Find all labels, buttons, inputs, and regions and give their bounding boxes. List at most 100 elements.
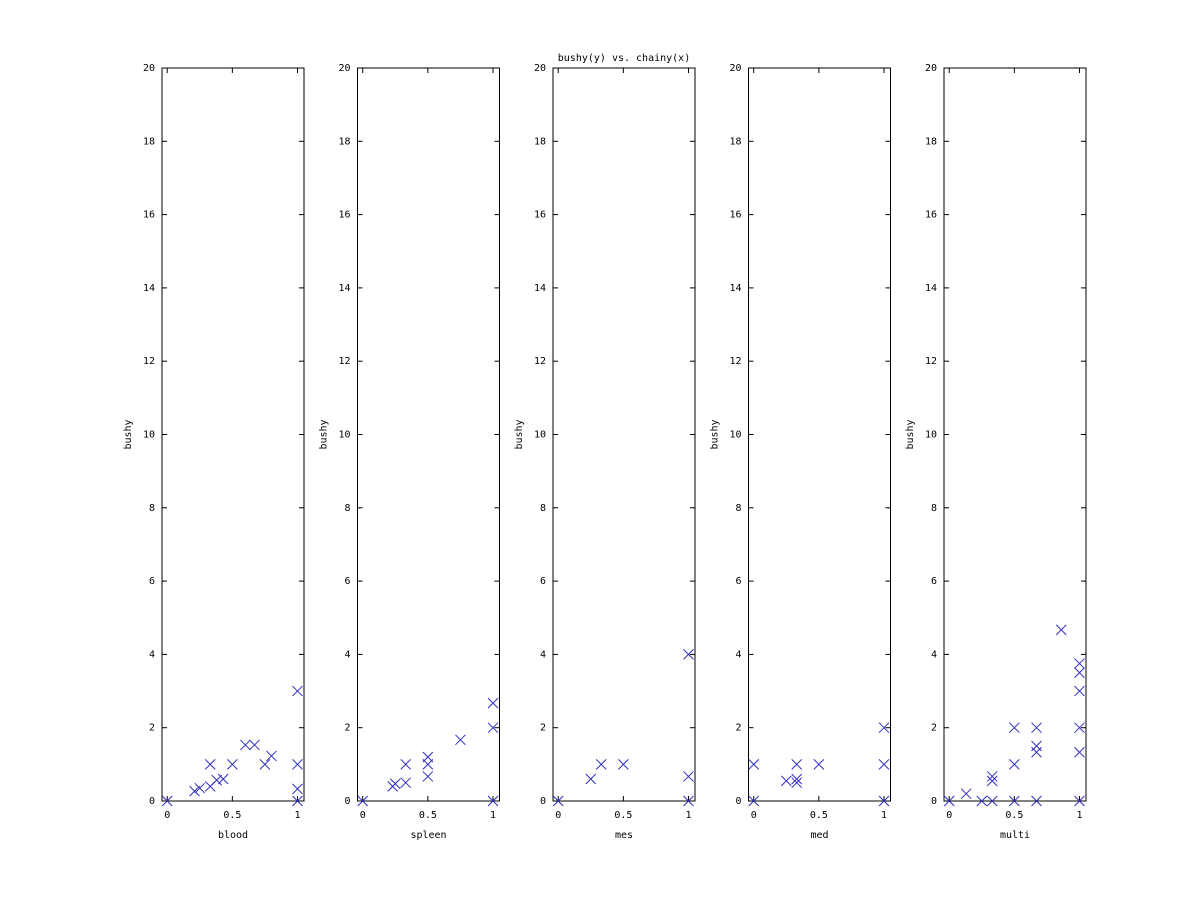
y-axis-label: bushy [710,419,721,449]
point [1074,746,1085,758]
y-tick-label: 4 [931,649,937,660]
y-tick-label: 10 [925,430,937,441]
point [976,795,988,807]
point [292,685,303,697]
x-tick-label: 0.5 [1005,810,1023,821]
y-tick-label: 18 [925,136,937,147]
point [161,795,173,807]
point [189,785,200,797]
point [292,758,303,770]
point [943,795,955,807]
y-tick-label: 4 [540,649,546,660]
point [791,773,803,785]
x-tick-label: 0 [555,810,561,821]
point [585,773,597,785]
point [595,758,607,770]
point [748,758,760,770]
y-tick-label: 20 [143,63,155,74]
point [1074,685,1085,697]
y-tick-label: 14 [534,283,546,294]
y-tick-label: 8 [931,503,937,514]
axes-frame [943,67,1087,802]
point [878,722,890,734]
point [960,788,972,800]
point [1055,624,1067,636]
point [487,795,499,807]
y-tick-label: 2 [735,723,741,734]
point [552,795,564,807]
point [292,783,303,795]
y-tick-label: 14 [143,283,155,294]
point [1008,795,1020,807]
x-axis-label: med [810,830,828,841]
y-tick-label: 6 [344,576,350,587]
y-tick-label: 12 [534,356,546,367]
point [487,697,499,709]
y-tick-label: 12 [925,356,937,367]
y-tick-label: 8 [149,503,155,514]
y-tick-label: 14 [338,283,350,294]
point [194,782,206,794]
y-axis-label: bushy [319,419,330,449]
y-axis-label: bushy [123,419,134,449]
y-tick-label: 2 [149,723,155,734]
x-axis-label: multi [1000,830,1030,841]
point [986,795,998,807]
y-tick-label: 8 [344,503,350,514]
y-tick-label: 0 [540,796,546,807]
y-tick-label: 10 [534,430,546,441]
y-tick-label: 14 [925,283,937,294]
y-axis-label: bushy [905,419,916,449]
axes-frame [161,67,305,802]
point [683,771,694,782]
point [1008,758,1020,770]
x-tick-label: 1 [294,810,300,821]
y-tick-label: 10 [338,430,350,441]
point [986,771,998,782]
y-tick-label: 12 [143,356,155,367]
point [259,758,271,770]
point [266,750,277,762]
point [240,739,251,751]
x-tick-label: 0.5 [419,810,437,821]
x-tick-label: 0.5 [223,810,241,821]
x-tick-label: 1 [881,810,887,821]
chart-title: bushy(y) vs. chainy(x) [558,53,690,64]
y-tick-label: 16 [729,210,741,221]
point [791,777,803,789]
point [389,778,401,790]
y-tick-label: 14 [729,283,741,294]
point [1031,740,1042,752]
point [617,758,629,770]
point [878,795,890,807]
y-tick-label: 16 [338,210,350,221]
point [400,758,412,770]
y-tick-label: 2 [540,723,546,734]
point [455,734,466,746]
x-tick-label: 0 [751,810,757,821]
axes-frame [552,67,696,802]
y-tick-label: 6 [540,576,546,587]
point [217,773,229,785]
x-tick-label: 0 [164,810,170,821]
x-axis-label: spleen [410,830,446,841]
y-tick-label: 18 [729,136,741,147]
axes-frame [357,67,500,802]
y-tick-label: 20 [925,63,937,74]
point [878,758,890,770]
point [1031,746,1042,758]
y-tick-label: 2 [931,723,937,734]
y-tick-label: 16 [925,210,937,221]
point [791,758,803,770]
point [204,758,216,770]
y-tick-label: 6 [149,576,155,587]
point [211,774,223,786]
point [1074,722,1085,734]
point [1031,722,1042,734]
x-tick-label: 0 [360,810,366,821]
y-tick-label: 4 [735,649,741,660]
point [1074,658,1085,669]
y-tick-label: 18 [143,136,155,147]
point [400,777,412,789]
